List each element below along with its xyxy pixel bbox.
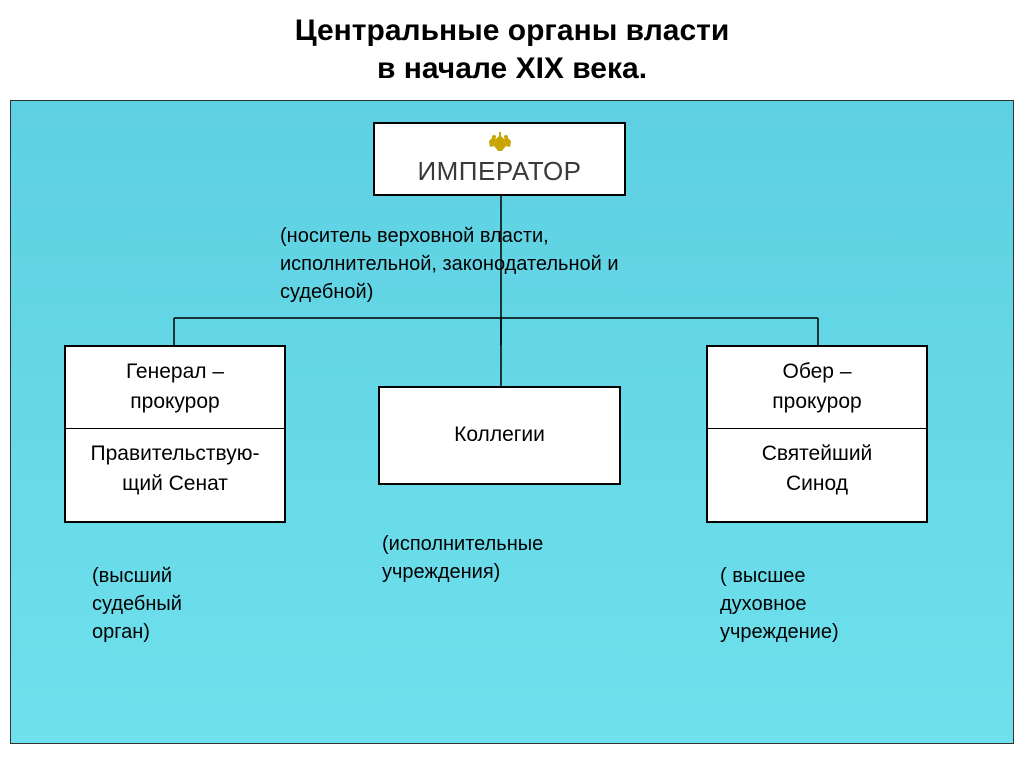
right-row2-l1: Святейший	[762, 442, 873, 465]
emperor-caption: (носитель верховной власти, исполнительн…	[280, 222, 619, 306]
right-row1-l2: прокурор	[772, 390, 861, 413]
right-caption-l1: ( высшее	[720, 562, 839, 590]
title-line-1: Центральные органы власти	[0, 12, 1024, 50]
right-caption: ( высшее духовное учреждение)	[720, 562, 839, 646]
right-branch-table: Обер – прокурор Святейший Синод	[708, 347, 926, 510]
left-caption-l3: орган)	[92, 618, 182, 646]
right-row1: Обер – прокурор	[708, 347, 926, 428]
emperor-box: ИМПЕРАТОР	[373, 122, 626, 196]
left-caption-l1: (высший	[92, 562, 182, 590]
coat-of-arms-icon	[482, 132, 518, 154]
left-branch-table: Генерал – прокурор Правительствую- щий С…	[66, 347, 284, 510]
left-row2: Правительствую- щий Сенат	[66, 428, 284, 509]
right-caption-l3: учреждение)	[720, 618, 839, 646]
center-caption: (исполнительные учреждения)	[382, 530, 543, 586]
left-row2-l1: Правительствую-	[91, 442, 260, 465]
left-row1-l1: Генерал –	[126, 360, 224, 383]
left-caption-l2: судебный	[92, 590, 182, 618]
center-branch-box: Коллегии	[378, 386, 621, 485]
slide-title: Центральные органы власти в начале XIX в…	[0, 0, 1024, 87]
emperor-caption-l2: исполнительной, законодательной и	[280, 250, 619, 278]
title-line-2: в начале XIX века.	[0, 50, 1024, 88]
right-caption-l2: духовное	[720, 590, 839, 618]
right-branch-box: Обер – прокурор Святейший Синод	[706, 345, 928, 523]
left-row1: Генерал – прокурор	[66, 347, 284, 428]
emperor-caption-l1: (носитель верховной власти,	[280, 222, 619, 250]
emperor-caption-l3: судебной)	[280, 278, 619, 306]
center-row1: Коллегии	[380, 388, 619, 483]
emperor-label: ИМПЕРАТОР	[417, 156, 581, 187]
right-row1-l1: Обер –	[783, 360, 852, 383]
center-branch-table: Коллегии	[380, 388, 619, 483]
right-row2: Святейший Синод	[708, 428, 926, 509]
center-caption-l1: (исполнительные	[382, 530, 543, 558]
left-row2-l2: щий Сенат	[122, 472, 228, 495]
right-row2-l2: Синод	[786, 472, 848, 495]
left-row1-l2: прокурор	[130, 390, 219, 413]
left-branch-box: Генерал – прокурор Правительствую- щий С…	[64, 345, 286, 523]
center-row1-text: Коллегии	[454, 423, 545, 446]
center-caption-l2: учреждения)	[382, 558, 543, 586]
left-caption: (высший судебный орган)	[92, 562, 182, 646]
